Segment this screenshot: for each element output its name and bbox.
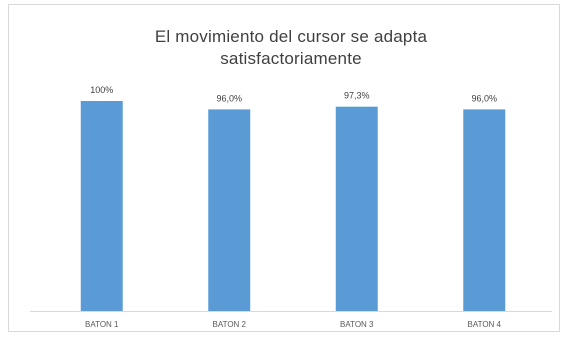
chart-title-line-1: El movimiento del cursor se adapta — [154, 27, 428, 46]
data-label-1: 100% — [90, 85, 113, 95]
data-label-2: 96,0% — [216, 93, 242, 103]
x-tick-label-3: BATON 3 — [340, 320, 374, 329]
x-tick-label-1: BATON 1 — [85, 320, 119, 329]
bar-3 — [335, 106, 378, 311]
x-tick-label-2: BATON 2 — [213, 320, 247, 329]
bar-4 — [463, 109, 506, 312]
bar-1 — [80, 101, 123, 311]
data-label-4: 96,0% — [471, 93, 497, 103]
bar-2 — [208, 109, 251, 312]
chart-title: El movimiento del cursor se adapta satis… — [0, 26, 566, 70]
data-label-3: 97,3% — [344, 91, 370, 101]
chart-title-line-2: satisfactoriamente — [220, 49, 362, 68]
x-tick-label-4: BATON 4 — [468, 320, 502, 329]
